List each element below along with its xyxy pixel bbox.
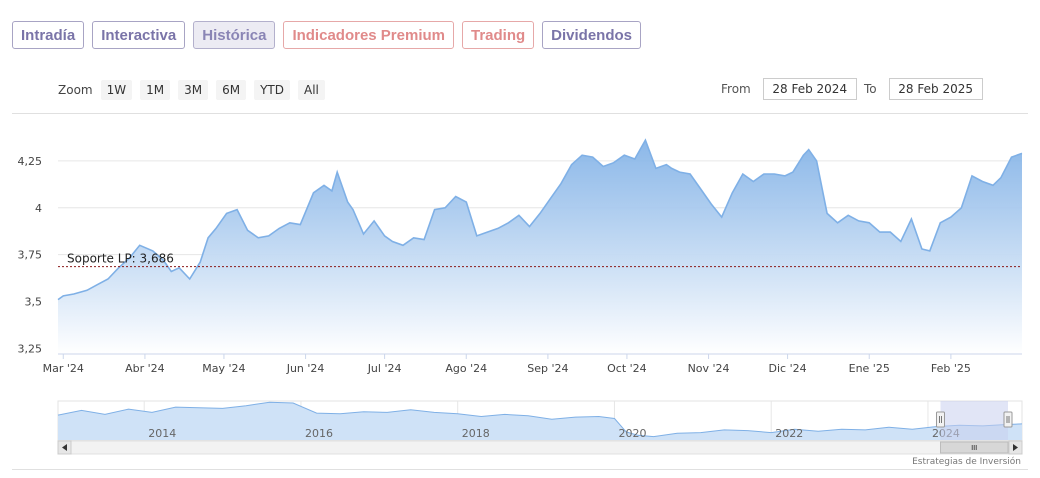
- zoom-toolbar: Zoom 1W 1M 3M 6M YTD All: [58, 79, 333, 101]
- price-line: [57, 138, 1023, 301]
- zoom-button-all[interactable]: All: [298, 80, 325, 100]
- range-from-input[interactable]: [762, 78, 857, 100]
- navigator-tick-label: 2024: [932, 427, 960, 440]
- tab-indicadores-premium[interactable]: Indicadores Premium: [283, 21, 454, 49]
- chart-top-divider: [12, 113, 1028, 114]
- zoom-button-ytd[interactable]: YTD: [254, 80, 290, 100]
- y-tick-label: 3,5: [25, 296, 43, 309]
- x-tick-label: Abr '24: [125, 362, 165, 375]
- range-to: To: [864, 78, 983, 100]
- zoom-button-3m[interactable]: 3M: [178, 80, 209, 100]
- chevron-right-icon: [1013, 444, 1018, 451]
- x-tick-label: Nov '24: [688, 362, 730, 375]
- x-tick-label: Ene '25: [849, 362, 890, 375]
- x-tick-label: Sep '24: [527, 362, 568, 375]
- navigator-tick-label: 2018: [462, 427, 490, 440]
- navigator-tick-label: 2014: [148, 427, 176, 440]
- chart-credit[interactable]: Estrategias de Inversión: [912, 456, 1021, 467]
- tab-dividendos[interactable]: Dividendos: [542, 21, 642, 49]
- tab-hist-rica[interactable]: Histórica: [193, 21, 276, 49]
- zoom-button-6m[interactable]: 6M: [216, 80, 247, 100]
- zoom-button-1w[interactable]: 1W: [100, 80, 133, 100]
- scroll-left-button[interactable]: [57, 440, 72, 455]
- navigator-scrollbar[interactable]: [57, 440, 1023, 455]
- navigator-area: [58, 402, 1022, 440]
- navigator-line: [57, 401, 1023, 438]
- tab-bar: Intradía Interactiva Histórica Indicadores …: [12, 21, 642, 49]
- zoom-button-1m[interactable]: 1M: [140, 80, 171, 100]
- range-to-label: To: [864, 82, 877, 96]
- price-area: [58, 140, 1022, 354]
- y-tick-label: 3,75: [18, 249, 43, 262]
- navigator-tick-label: 2016: [305, 427, 333, 440]
- x-tick-label: Feb '25: [931, 362, 971, 375]
- scroll-right-button[interactable]: [1008, 440, 1023, 455]
- tab-trading[interactable]: Trading: [462, 21, 535, 49]
- chart-bottom-divider: [12, 469, 1028, 470]
- x-tick-label: Oct '24: [607, 362, 647, 375]
- navigator-selection[interactable]: [940, 401, 1008, 440]
- scrollbar-thumb[interactable]: [939, 441, 1009, 454]
- navigator-tick-label: 2022: [775, 427, 803, 440]
- x-tick-label: Mar '24: [43, 362, 84, 375]
- chevron-left-icon: [62, 444, 67, 451]
- tab-intrad-a[interactable]: Intradía: [12, 21, 85, 49]
- y-tick-label: 4,25: [18, 155, 43, 168]
- zoom-label: Zoom: [58, 83, 93, 97]
- tab-interactiva[interactable]: Interactiva: [92, 21, 186, 49]
- range-from: From: [721, 78, 857, 100]
- navigator-tick-label: 2020: [618, 427, 646, 440]
- y-tick-label: 3,25: [18, 342, 43, 355]
- support-label: Soporte LP: 3,686: [67, 252, 174, 266]
- range-to-input[interactable]: [888, 78, 983, 100]
- zoom-buttons: 1W 1M 3M 6M YTD All: [100, 80, 333, 100]
- x-tick-label: May '24: [202, 362, 245, 375]
- navigator-frame: [57, 400, 1023, 441]
- range-from-label: From: [721, 82, 751, 96]
- y-tick-label: 4: [35, 202, 42, 215]
- x-tick-label: Jun '24: [286, 362, 325, 375]
- x-tick-label: Jul '24: [367, 362, 402, 375]
- navigator-handle-left[interactable]: [935, 411, 945, 428]
- x-tick-label: Dic '24: [769, 362, 807, 375]
- x-tick-label: Ago '24: [445, 362, 487, 375]
- navigator-handle-right[interactable]: [1003, 411, 1013, 428]
